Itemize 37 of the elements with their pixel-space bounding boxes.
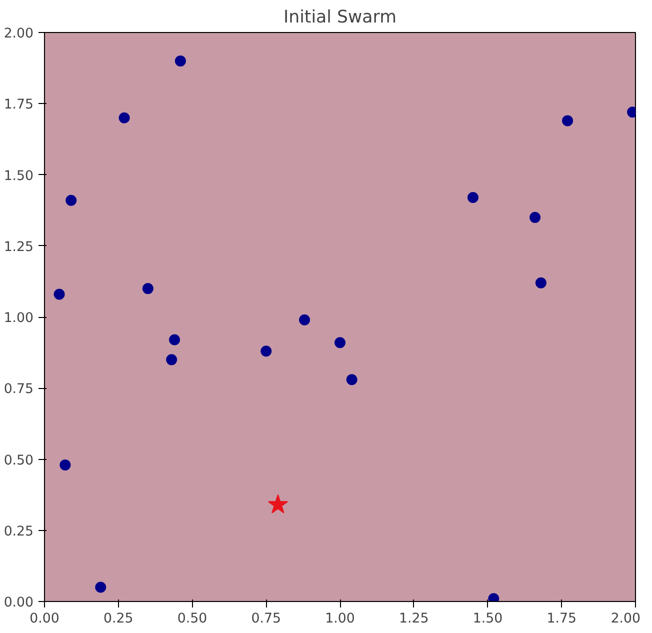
point xyxy=(142,283,154,294)
y-tick-label: 0.50 xyxy=(4,453,34,468)
point xyxy=(268,494,288,514)
point xyxy=(346,374,358,386)
point xyxy=(60,459,71,470)
point xyxy=(54,288,65,300)
point xyxy=(299,314,310,326)
x-tick-label: 0.75 xyxy=(251,612,281,626)
point xyxy=(169,334,180,346)
point xyxy=(66,194,77,206)
y-tick-label: 0.00 xyxy=(4,596,34,610)
y-tick-label: 1.75 xyxy=(4,98,34,113)
point xyxy=(334,337,346,348)
y-tick-label: 1.50 xyxy=(4,168,34,184)
y-tick-label: 1.25 xyxy=(4,240,34,255)
point xyxy=(467,192,478,203)
point xyxy=(118,112,130,124)
x-tick-label: 2.00 xyxy=(610,612,641,626)
point xyxy=(535,277,546,288)
y-tick-label: 1.00 xyxy=(4,311,34,326)
y-tick-label: 2.00 xyxy=(4,26,34,42)
point xyxy=(174,55,186,66)
y-tick-label: 0.25 xyxy=(4,524,34,540)
x-tick-label: 1.00 xyxy=(325,612,355,626)
point xyxy=(260,346,272,357)
x-tick-label: 0.25 xyxy=(104,612,134,626)
point xyxy=(166,354,178,366)
x-tick-label: 1.50 xyxy=(472,612,503,626)
x-tick-label: 1.75 xyxy=(546,612,576,626)
y-tick-label: 0.75 xyxy=(4,382,34,398)
chart-title: Initial Swarm xyxy=(284,8,396,28)
point xyxy=(95,582,106,593)
x-tick-label: 0.50 xyxy=(177,612,208,626)
x-tick-label: 1.25 xyxy=(399,612,429,626)
point xyxy=(530,212,541,223)
x-tick-label: 0.00 xyxy=(30,612,60,626)
point xyxy=(562,115,574,126)
